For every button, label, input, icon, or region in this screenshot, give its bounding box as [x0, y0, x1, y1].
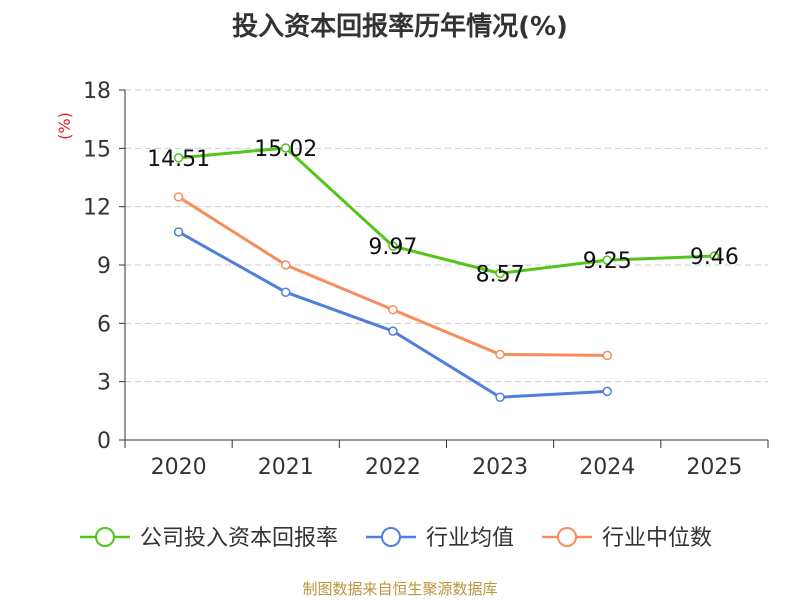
- x-tick-label: 2022: [365, 455, 421, 480]
- legend-label: 公司投入资本回报率: [140, 526, 338, 551]
- legend-label: 行业中位数: [602, 526, 712, 551]
- data-point: [388, 304, 398, 315]
- x-tick-label: 2025: [686, 455, 742, 480]
- y-tick-label: 3: [97, 371, 111, 396]
- data-point: [602, 255, 612, 265]
- data-point: [602, 350, 612, 361]
- legend-swatch-marker: [557, 527, 577, 547]
- data-point: [281, 143, 291, 153]
- data-point: [388, 241, 398, 251]
- y-axis-label: (%): [55, 112, 74, 140]
- data-label: 9.97: [368, 235, 417, 260]
- y-tick-label: 18: [83, 79, 111, 104]
- data-label: 8.57: [476, 262, 525, 287]
- y-tick-label: 6: [97, 312, 111, 337]
- source-note: 制图数据来自恒生聚源数据库: [302, 580, 498, 598]
- data-point: [281, 260, 291, 270]
- data-point: [173, 227, 184, 237]
- legend-label: 行业均值: [426, 526, 514, 551]
- data-point: [495, 392, 505, 402]
- data-point: [388, 326, 398, 336]
- y-tick-label: 12: [83, 196, 111, 221]
- y-tick-label: 9: [97, 254, 111, 279]
- legend-swatch-marker: [95, 527, 115, 547]
- data-point: [602, 386, 612, 397]
- data-point: [495, 349, 505, 360]
- data-point: [173, 192, 184, 202]
- x-tick-label: 2020: [151, 455, 207, 480]
- x-tick-label: 2023: [472, 455, 528, 480]
- data-label: 14.51: [147, 147, 210, 172]
- y-tick-label: 0: [97, 429, 111, 454]
- data-label: 9.46: [690, 245, 739, 270]
- data-label: 9.25: [583, 249, 632, 274]
- chart-title: 投入资本回报率历年情况(%): [232, 12, 568, 42]
- legend-swatch-marker: [381, 527, 401, 547]
- data-label: 15.02: [254, 137, 317, 162]
- data-point: [709, 251, 720, 261]
- y-tick-label: 15: [83, 137, 111, 162]
- series-line: [178, 146, 715, 275]
- data-point: [495, 268, 505, 279]
- x-tick-label: 2024: [579, 455, 635, 480]
- data-point: [173, 153, 184, 163]
- data-point: [281, 287, 291, 297]
- x-tick-label: 2021: [258, 455, 314, 480]
